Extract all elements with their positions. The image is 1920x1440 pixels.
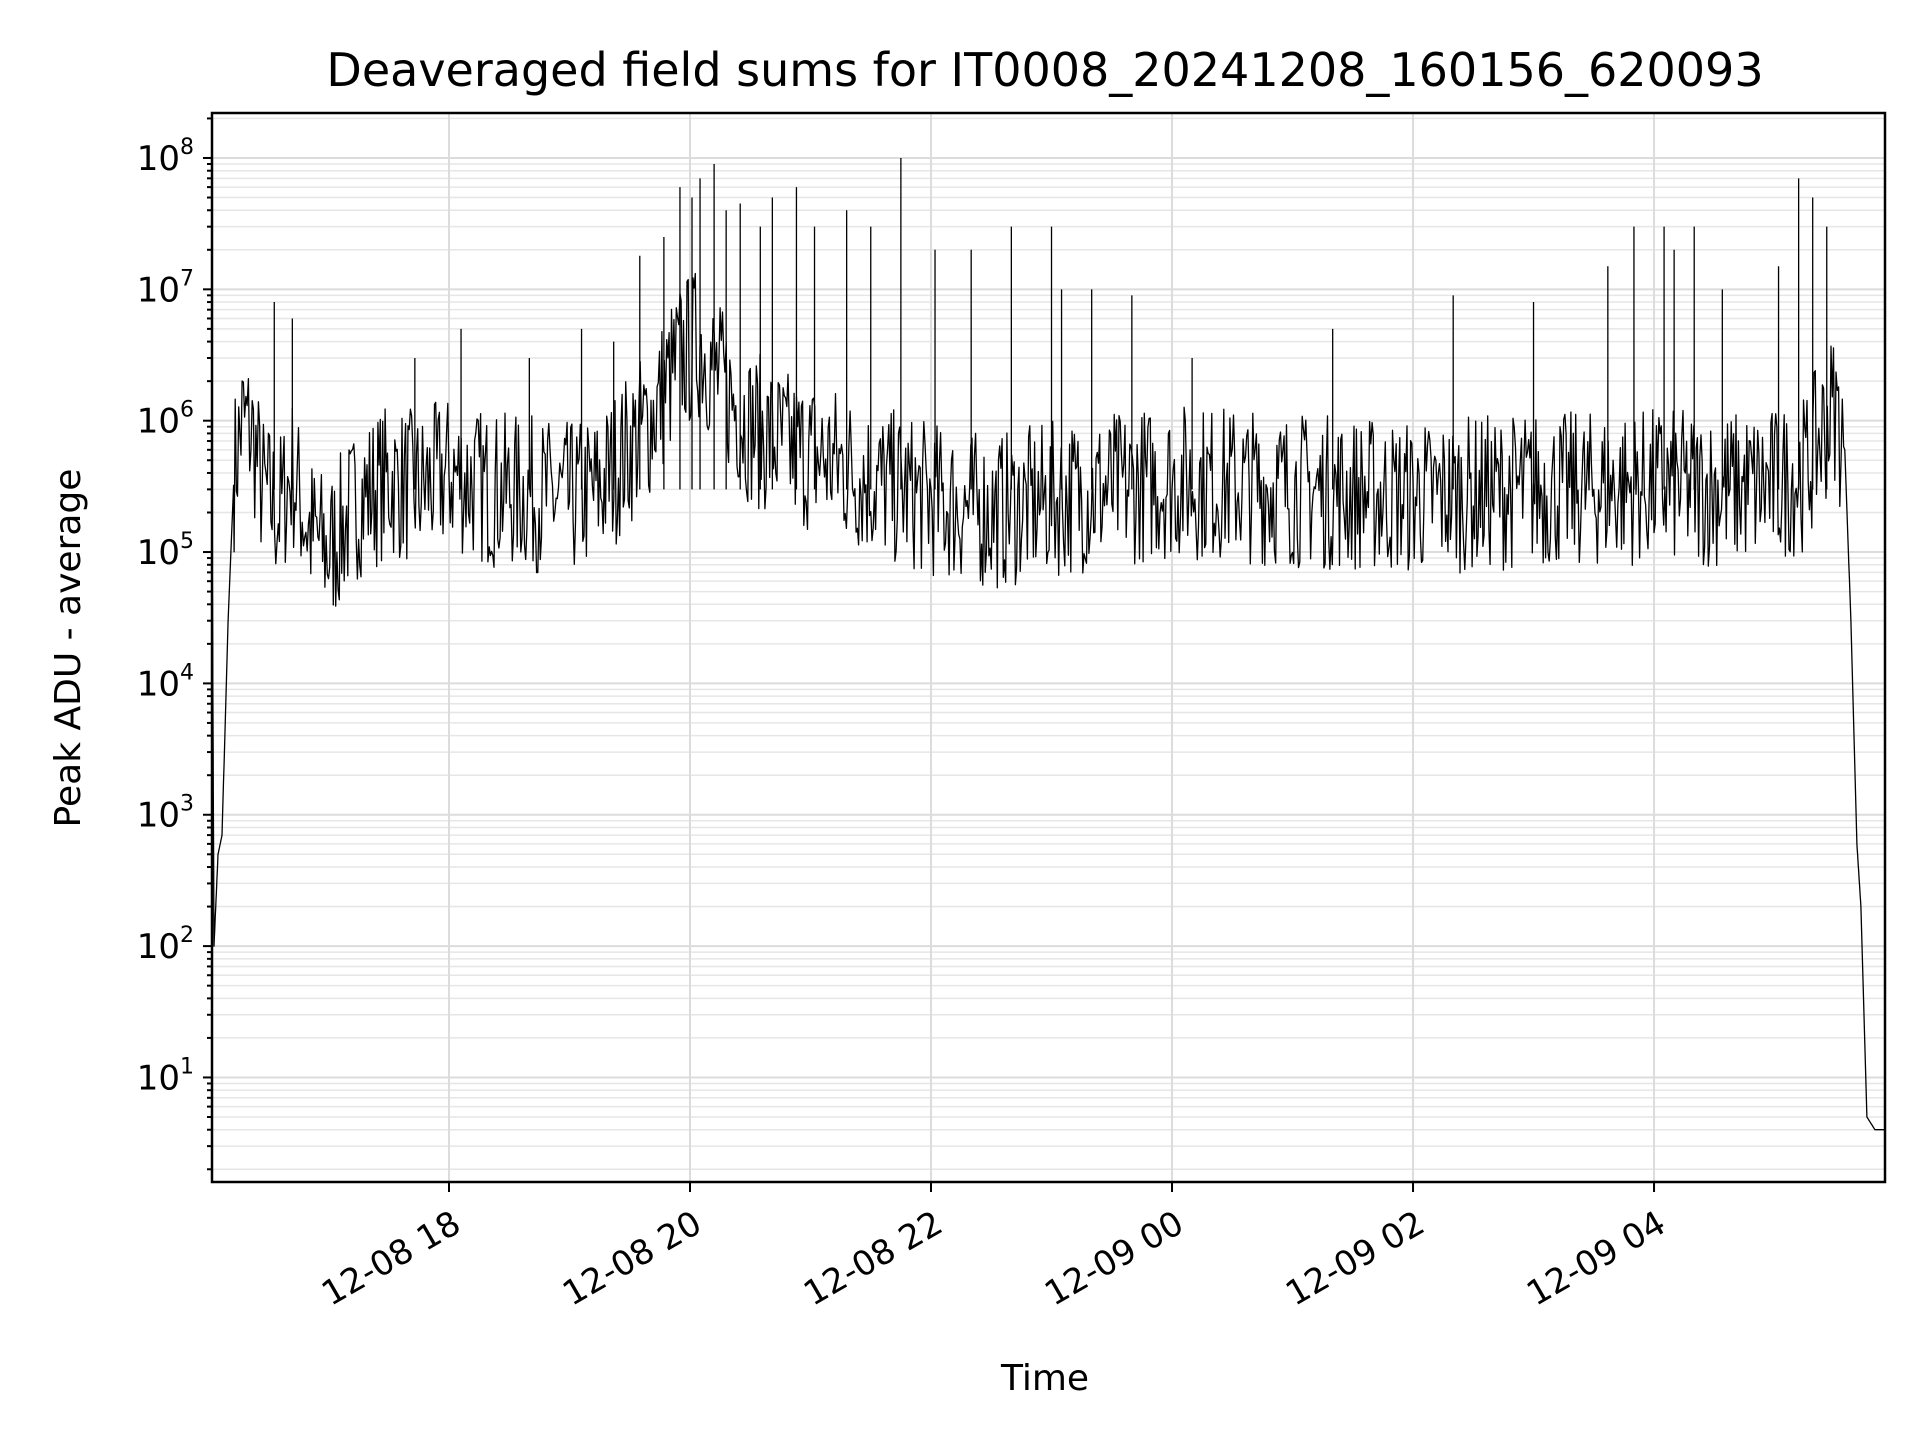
y-tick-base: 10 [137,533,180,573]
y-tick-label: 104 [137,660,194,704]
chart-title: Deaveraged field sums for IT0008_2024120… [326,43,1763,97]
series [211,157,1885,1131]
y-tick-base: 10 [137,1058,180,1098]
y-tick-base: 10 [137,270,180,310]
y-tick-base: 10 [137,796,180,836]
y-tick-base: 10 [137,927,180,967]
y-tick-base: 10 [137,139,180,179]
y-tick-exponent: 5 [180,529,194,554]
grid [212,113,1885,1182]
y-tick-exponent: 7 [180,266,194,291]
y-tick-base: 10 [137,402,180,442]
x-axis-label: Time [1000,1358,1089,1399]
y-tick-label: 107 [137,266,194,310]
y-tick-base: 10 [137,664,180,704]
series-line [211,272,1885,1131]
y-tick-exponent: 6 [180,398,194,423]
y-tick-label: 105 [137,529,194,573]
y-tick-label: 106 [137,398,194,442]
y-tick-exponent: 1 [180,1054,194,1079]
y-tick-exponent: 3 [180,792,194,817]
y-tick-label: 108 [137,135,194,179]
plot-frame [210,111,1887,1184]
y-tick-exponent: 4 [180,660,194,685]
y-axis-label: Peak ADU - average [48,469,89,828]
y-tick-label: 101 [137,1054,194,1098]
y-tick-label: 102 [137,923,194,967]
y-tick-exponent: 8 [180,135,194,160]
y-tick-exponent: 2 [180,923,194,948]
y-tick-label: 103 [137,792,194,836]
